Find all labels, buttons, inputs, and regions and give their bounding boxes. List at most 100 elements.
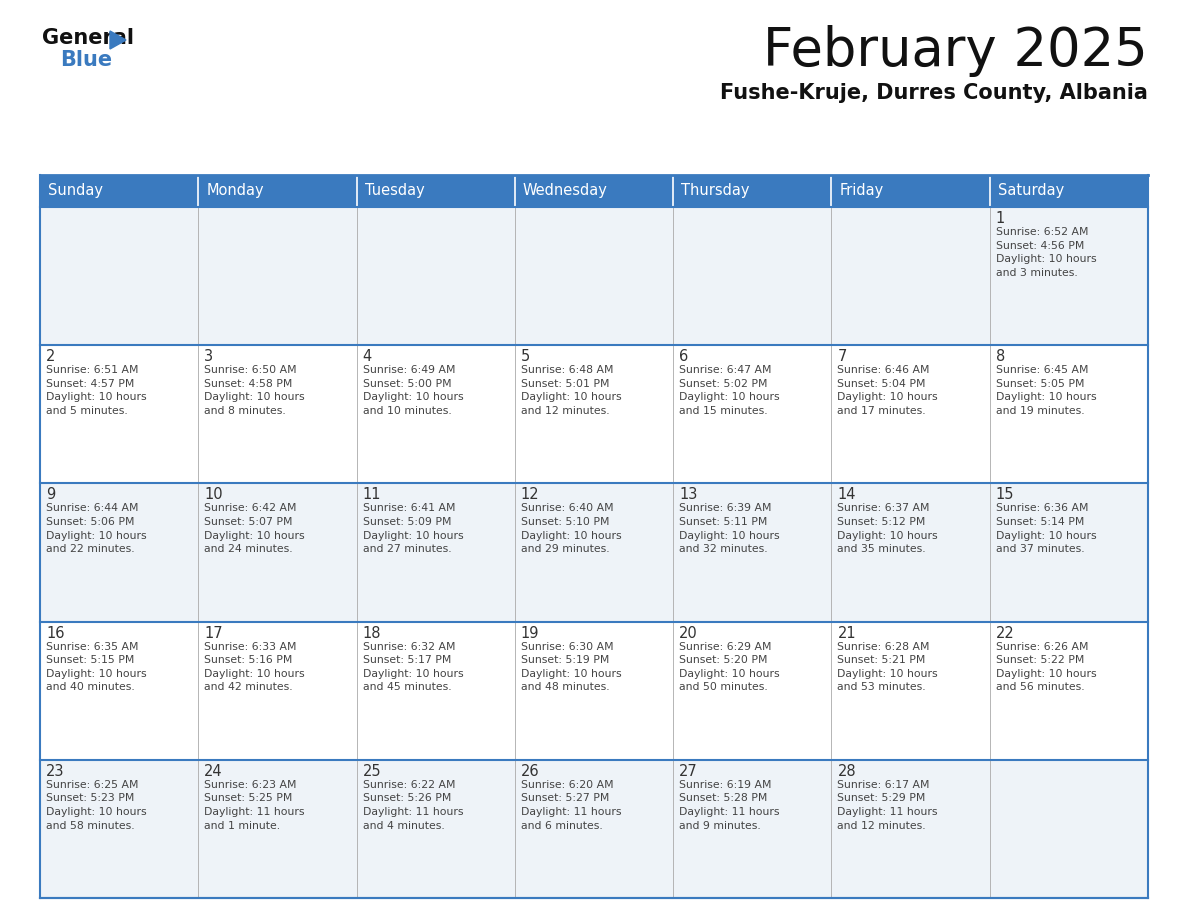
Text: 4: 4	[362, 349, 372, 364]
Bar	[674, 484, 832, 621]
Bar	[674, 760, 832, 898]
Text: 20: 20	[680, 625, 697, 641]
Bar	[990, 207, 1148, 345]
Text: 3: 3	[204, 349, 214, 364]
Text: 1: 1	[996, 211, 1005, 226]
Text: 22: 22	[996, 625, 1015, 641]
Text: Monday: Monday	[207, 184, 264, 198]
Bar	[832, 760, 990, 898]
Text: 13: 13	[680, 487, 697, 502]
Text: Sunrise: 6:28 AM
Sunset: 5:21 PM
Daylight: 10 hours
and 53 minutes.: Sunrise: 6:28 AM Sunset: 5:21 PM Dayligh…	[838, 642, 939, 692]
Bar	[198, 175, 356, 207]
Text: Sunrise: 6:42 AM
Sunset: 5:07 PM
Daylight: 10 hours
and 24 minutes.: Sunrise: 6:42 AM Sunset: 5:07 PM Dayligh…	[204, 503, 305, 554]
Text: Sunrise: 6:52 AM
Sunset: 4:56 PM
Daylight: 10 hours
and 3 minutes.: Sunrise: 6:52 AM Sunset: 4:56 PM Dayligh…	[996, 227, 1097, 278]
Text: 24: 24	[204, 764, 223, 778]
Text: February 2025: February 2025	[763, 25, 1148, 77]
Bar	[832, 175, 990, 207]
Text: General: General	[42, 28, 134, 48]
Text: Sunrise: 6:50 AM
Sunset: 4:58 PM
Daylight: 10 hours
and 8 minutes.: Sunrise: 6:50 AM Sunset: 4:58 PM Dayligh…	[204, 365, 305, 416]
Text: 27: 27	[680, 764, 697, 778]
Bar	[514, 207, 674, 345]
Bar	[674, 207, 832, 345]
Bar	[198, 345, 356, 484]
Text: Sunrise: 6:37 AM
Sunset: 5:12 PM
Daylight: 10 hours
and 35 minutes.: Sunrise: 6:37 AM Sunset: 5:12 PM Dayligh…	[838, 503, 939, 554]
Bar	[832, 621, 990, 760]
Bar	[356, 175, 514, 207]
Text: 8: 8	[996, 349, 1005, 364]
Text: 26: 26	[520, 764, 539, 778]
Polygon shape	[110, 31, 126, 49]
Text: Sunrise: 6:39 AM
Sunset: 5:11 PM
Daylight: 10 hours
and 32 minutes.: Sunrise: 6:39 AM Sunset: 5:11 PM Dayligh…	[680, 503, 779, 554]
Bar	[990, 345, 1148, 484]
Bar	[832, 207, 990, 345]
Bar	[514, 345, 674, 484]
Bar	[356, 207, 514, 345]
Text: Sunrise: 6:20 AM
Sunset: 5:27 PM
Daylight: 11 hours
and 6 minutes.: Sunrise: 6:20 AM Sunset: 5:27 PM Dayligh…	[520, 779, 621, 831]
Text: 6: 6	[680, 349, 688, 364]
Text: Friday: Friday	[840, 184, 884, 198]
Text: Sunrise: 6:36 AM
Sunset: 5:14 PM
Daylight: 10 hours
and 37 minutes.: Sunrise: 6:36 AM Sunset: 5:14 PM Dayligh…	[996, 503, 1097, 554]
Text: Sunrise: 6:33 AM
Sunset: 5:16 PM
Daylight: 10 hours
and 42 minutes.: Sunrise: 6:33 AM Sunset: 5:16 PM Dayligh…	[204, 642, 305, 692]
Bar	[990, 175, 1148, 207]
Text: 15: 15	[996, 487, 1015, 502]
Bar	[514, 175, 674, 207]
Bar	[40, 484, 198, 621]
Text: 17: 17	[204, 625, 223, 641]
Text: Tuesday: Tuesday	[365, 184, 424, 198]
Text: Fushe-Kruje, Durres County, Albania: Fushe-Kruje, Durres County, Albania	[720, 83, 1148, 103]
Bar	[198, 207, 356, 345]
Bar	[356, 760, 514, 898]
Bar	[198, 484, 356, 621]
Text: Sunrise: 6:51 AM
Sunset: 4:57 PM
Daylight: 10 hours
and 5 minutes.: Sunrise: 6:51 AM Sunset: 4:57 PM Dayligh…	[46, 365, 146, 416]
Text: 23: 23	[46, 764, 64, 778]
Text: Sunrise: 6:29 AM
Sunset: 5:20 PM
Daylight: 10 hours
and 50 minutes.: Sunrise: 6:29 AM Sunset: 5:20 PM Dayligh…	[680, 642, 779, 692]
Text: 12: 12	[520, 487, 539, 502]
Bar	[40, 345, 198, 484]
Text: Sunrise: 6:26 AM
Sunset: 5:22 PM
Daylight: 10 hours
and 56 minutes.: Sunrise: 6:26 AM Sunset: 5:22 PM Dayligh…	[996, 642, 1097, 692]
Text: Sunrise: 6:49 AM
Sunset: 5:00 PM
Daylight: 10 hours
and 10 minutes.: Sunrise: 6:49 AM Sunset: 5:00 PM Dayligh…	[362, 365, 463, 416]
Text: Sunrise: 6:30 AM
Sunset: 5:19 PM
Daylight: 10 hours
and 48 minutes.: Sunrise: 6:30 AM Sunset: 5:19 PM Dayligh…	[520, 642, 621, 692]
Bar	[40, 760, 198, 898]
Text: Thursday: Thursday	[681, 184, 750, 198]
Text: 21: 21	[838, 625, 857, 641]
Text: Sunrise: 6:32 AM
Sunset: 5:17 PM
Daylight: 10 hours
and 45 minutes.: Sunrise: 6:32 AM Sunset: 5:17 PM Dayligh…	[362, 642, 463, 692]
Bar	[990, 484, 1148, 621]
Bar	[674, 621, 832, 760]
Bar	[198, 760, 356, 898]
Text: Blue: Blue	[61, 50, 112, 70]
Bar	[674, 175, 832, 207]
Text: Sunday: Sunday	[48, 184, 103, 198]
Text: 11: 11	[362, 487, 381, 502]
Text: Sunrise: 6:25 AM
Sunset: 5:23 PM
Daylight: 10 hours
and 58 minutes.: Sunrise: 6:25 AM Sunset: 5:23 PM Dayligh…	[46, 779, 146, 831]
Bar	[356, 345, 514, 484]
Text: 14: 14	[838, 487, 855, 502]
Text: Sunrise: 6:40 AM
Sunset: 5:10 PM
Daylight: 10 hours
and 29 minutes.: Sunrise: 6:40 AM Sunset: 5:10 PM Dayligh…	[520, 503, 621, 554]
Text: 18: 18	[362, 625, 381, 641]
Text: Saturday: Saturday	[998, 184, 1064, 198]
Text: 2: 2	[46, 349, 56, 364]
Text: 9: 9	[46, 487, 56, 502]
Bar	[356, 621, 514, 760]
Text: Sunrise: 6:46 AM
Sunset: 5:04 PM
Daylight: 10 hours
and 17 minutes.: Sunrise: 6:46 AM Sunset: 5:04 PM Dayligh…	[838, 365, 939, 416]
Bar	[198, 621, 356, 760]
Text: Sunrise: 6:35 AM
Sunset: 5:15 PM
Daylight: 10 hours
and 40 minutes.: Sunrise: 6:35 AM Sunset: 5:15 PM Dayligh…	[46, 642, 146, 692]
Text: Sunrise: 6:41 AM
Sunset: 5:09 PM
Daylight: 10 hours
and 27 minutes.: Sunrise: 6:41 AM Sunset: 5:09 PM Dayligh…	[362, 503, 463, 554]
Text: Sunrise: 6:17 AM
Sunset: 5:29 PM
Daylight: 11 hours
and 12 minutes.: Sunrise: 6:17 AM Sunset: 5:29 PM Dayligh…	[838, 779, 939, 831]
Text: Sunrise: 6:48 AM
Sunset: 5:01 PM
Daylight: 10 hours
and 12 minutes.: Sunrise: 6:48 AM Sunset: 5:01 PM Dayligh…	[520, 365, 621, 416]
Bar	[990, 760, 1148, 898]
Text: Sunrise: 6:44 AM
Sunset: 5:06 PM
Daylight: 10 hours
and 22 minutes.: Sunrise: 6:44 AM Sunset: 5:06 PM Dayligh…	[46, 503, 146, 554]
Text: 7: 7	[838, 349, 847, 364]
Bar	[832, 484, 990, 621]
Text: Wednesday: Wednesday	[523, 184, 608, 198]
Text: 10: 10	[204, 487, 223, 502]
Bar	[514, 621, 674, 760]
Text: 16: 16	[46, 625, 64, 641]
Text: 25: 25	[362, 764, 381, 778]
Bar	[356, 484, 514, 621]
Bar	[674, 345, 832, 484]
Text: 28: 28	[838, 764, 857, 778]
Text: Sunrise: 6:23 AM
Sunset: 5:25 PM
Daylight: 11 hours
and 1 minute.: Sunrise: 6:23 AM Sunset: 5:25 PM Dayligh…	[204, 779, 305, 831]
Text: 19: 19	[520, 625, 539, 641]
Bar	[832, 345, 990, 484]
Bar	[990, 621, 1148, 760]
